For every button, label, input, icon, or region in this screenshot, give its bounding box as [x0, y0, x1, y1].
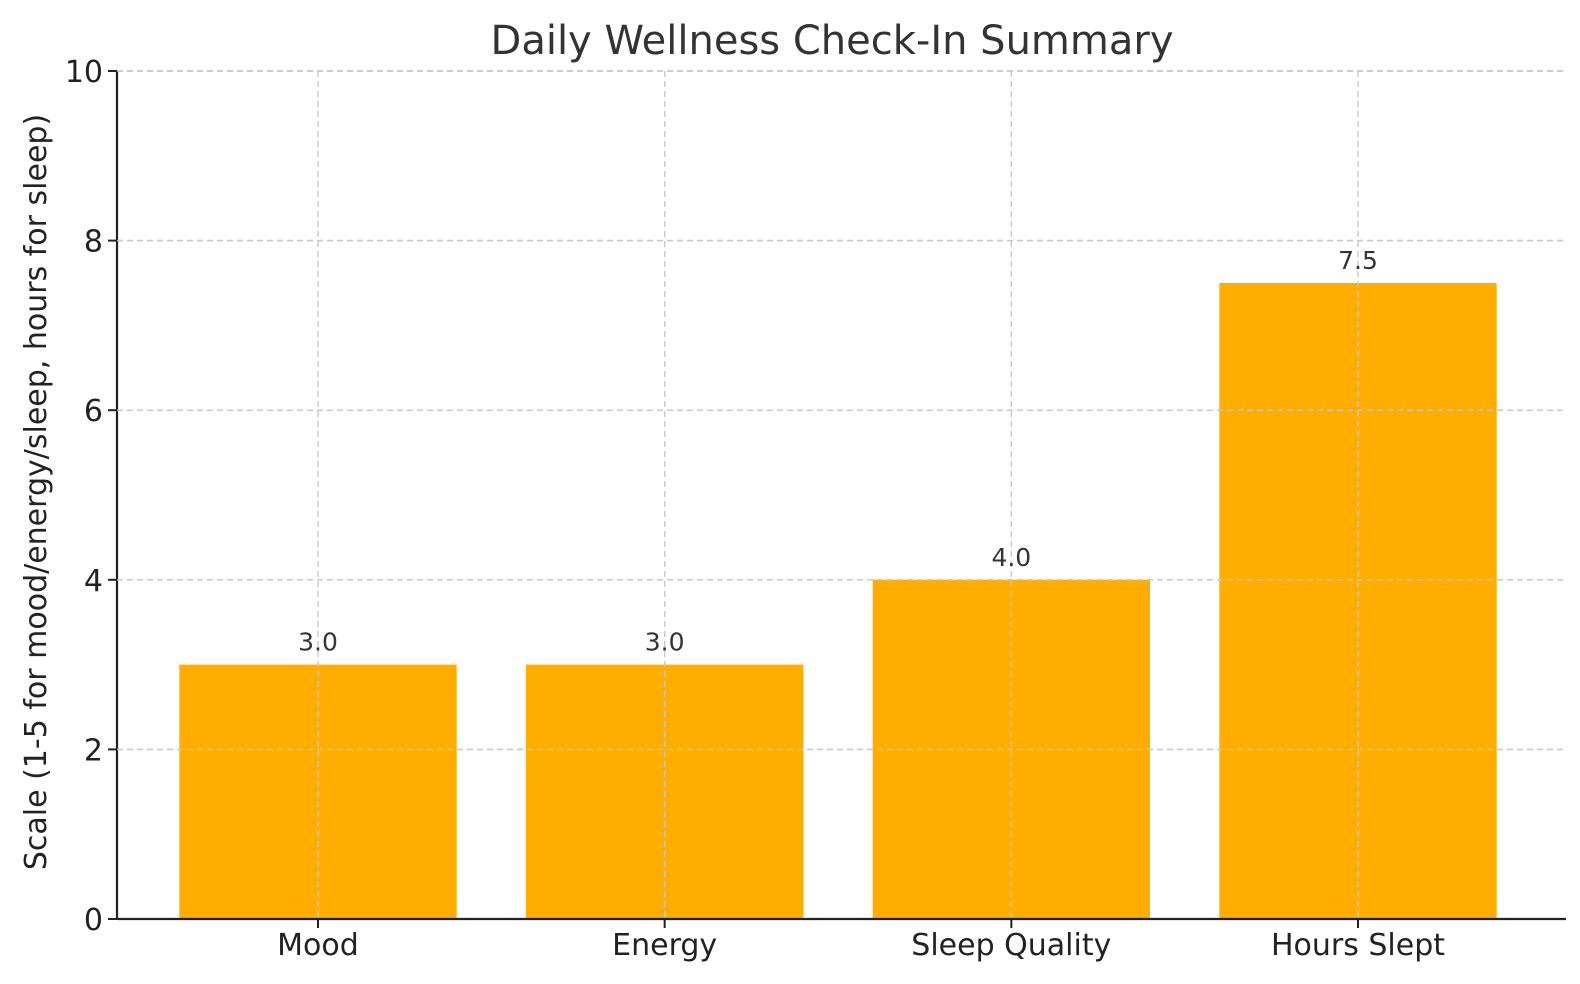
- bar-layer: [179, 283, 1497, 919]
- y-tick-label: 8: [84, 225, 103, 260]
- y-axis-label: Scale (1-5 for mood/energy/sleep, hours …: [19, 114, 54, 870]
- y-tick-label: 10: [65, 55, 103, 90]
- data-label: 7.5: [1338, 246, 1378, 275]
- chart-title: Daily Wellness Check-In Summary: [491, 18, 1174, 64]
- x-tick-label: Energy: [612, 928, 717, 963]
- data-label: 3.0: [298, 628, 338, 657]
- y-tick-label: 6: [84, 394, 103, 429]
- x-tick-label: Hours Slept: [1271, 928, 1445, 963]
- axis-layer: 0 2 4 6 8 10 Mood Energy Sleep Quality Hours Slep…: [65, 55, 1566, 963]
- label-layer: 3.0 3.0 4.0 7.5: [117, 70, 1566, 919]
- x-tick-label: Mood: [277, 928, 359, 963]
- y-tick-label: 2: [84, 733, 103, 768]
- data-label: 3.0: [645, 628, 685, 657]
- y-tick-label: 4: [84, 564, 103, 599]
- data-label: 4.0: [991, 543, 1031, 572]
- x-tick-label: Sleep Quality: [911, 928, 1111, 963]
- y-tick-label: 0: [84, 903, 103, 938]
